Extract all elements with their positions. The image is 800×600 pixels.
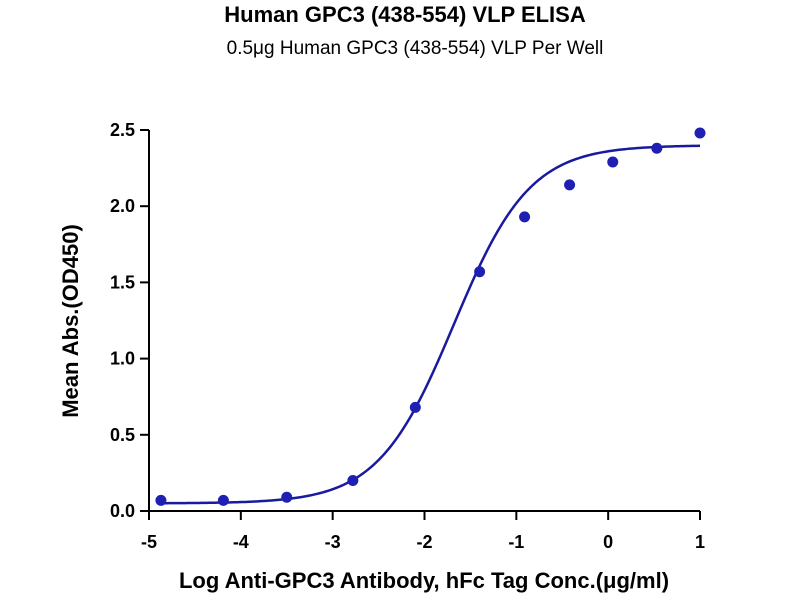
y-tick-label: 0.0 — [110, 501, 135, 521]
data-point — [651, 142, 663, 154]
y-tick-label: 1.5 — [110, 272, 135, 292]
data-point — [519, 211, 531, 223]
data-point — [281, 491, 293, 503]
x-tick-label: -3 — [325, 532, 341, 552]
data-point — [694, 127, 706, 139]
data-point — [155, 494, 167, 506]
x-tick-label: -5 — [141, 532, 157, 552]
x-tick-label: -4 — [233, 532, 249, 552]
data-point — [409, 401, 421, 413]
data-point — [474, 266, 486, 278]
x-tick-label: 1 — [695, 532, 705, 552]
x-axis: -5 -4 -3 -2 -1 0 1 — [141, 510, 705, 552]
data-point — [564, 179, 576, 191]
data-point — [347, 475, 359, 487]
x-tick-label: 0 — [603, 532, 613, 552]
data-point — [607, 156, 619, 168]
data-points-layer — [155, 127, 706, 506]
y-axis-label: Mean Abs.(OD450) — [58, 224, 83, 418]
fit-curve-layer — [160, 144, 701, 505]
y-tick-label: 1.0 — [110, 349, 135, 369]
y-tick-label: 2.0 — [110, 196, 135, 216]
y-tick-label: 2.5 — [110, 120, 135, 140]
x-axis-label: Log Anti-GPC3 Antibody, hFc Tag Conc.(μg… — [179, 568, 669, 593]
x-tick-label: -1 — [508, 532, 524, 552]
chart-title: Human GPC3 (438-554) VLP ELISA — [224, 2, 586, 27]
y-tick-label: 0.5 — [110, 425, 135, 445]
chart-subtitle: 0.5μg Human GPC3 (438-554) VLP Per Well — [227, 38, 604, 59]
x-tick-label: -2 — [416, 532, 432, 552]
data-point — [217, 494, 229, 506]
fit-curve-line — [160, 144, 701, 505]
y-axis: 0.0 0.5 1.0 1.5 2.0 2.5 — [110, 120, 150, 521]
